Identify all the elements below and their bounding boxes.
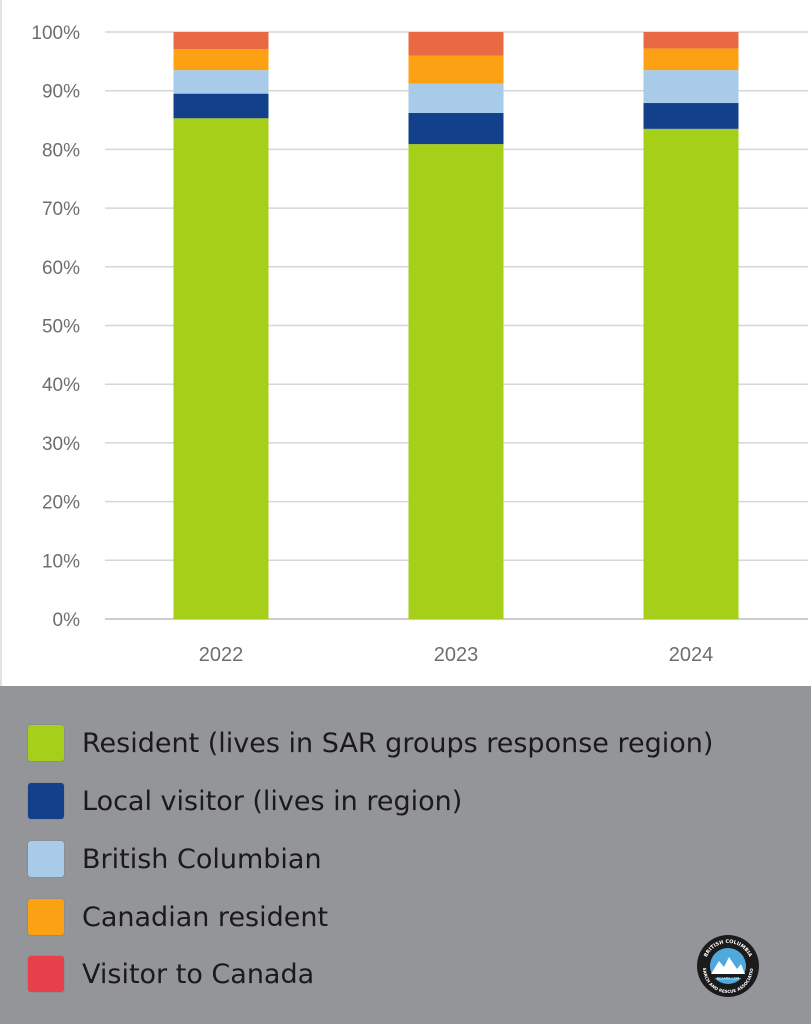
y-tick-label: 10% <box>42 551 80 572</box>
legend-panel: Resident (lives in SAR groups response r… <box>0 686 811 1024</box>
x-tick-label: 2024 <box>669 644 714 666</box>
bar-segment <box>408 55 504 84</box>
chart-area: 0% 10% 20% 30% 40% 50% 60% 70% 80% 90% 100% 2022 202… <box>0 0 808 686</box>
bar-segment <box>408 113 504 145</box>
bar-segment <box>173 70 269 94</box>
legend-label-canadian-resident: Canadian resident <box>82 901 329 933</box>
bar-segment <box>173 93 269 119</box>
mountain-icon <box>711 957 745 974</box>
legend-swatch-visitor-to-canada <box>28 956 64 992</box>
legend-label-visitor-to-canada: Visitor to Canada <box>82 958 315 990</box>
bar-segment <box>173 32 269 50</box>
bar-segment <box>173 49 269 71</box>
x-tick-label: 2023 <box>434 644 479 666</box>
legend-label-british-columbian: British Columbian <box>82 843 322 875</box>
bar-segment <box>408 144 504 619</box>
stacked-bar-chart: 0% 10% 20% 30% 40% 50% 60% 70% 80% 90% 100% 2022 202… <box>31 23 808 666</box>
y-tick-label: 30% <box>42 434 80 455</box>
y-tick-label: 70% <box>42 199 80 220</box>
y-tick-label: 20% <box>42 493 80 514</box>
legend-swatch-resident <box>28 725 64 761</box>
bar-segment <box>408 32 504 56</box>
y-tick-label: 40% <box>42 375 80 396</box>
bar-segment <box>643 48 739 71</box>
y-tick-label: 60% <box>42 258 80 279</box>
legend-label-resident: Resident (lives in SAR groups response r… <box>82 727 714 759</box>
bar-segment <box>643 128 739 620</box>
y-tick-label: 50% <box>42 317 80 338</box>
legend-swatch-local-visitor <box>28 783 64 819</box>
bar-segment <box>643 103 739 129</box>
bar-segment <box>643 70 739 104</box>
legend-item-local-visitor: Local visitor (lives in region) <box>28 781 462 821</box>
legend-item-canadian-resident: Canadian resident <box>28 897 328 937</box>
y-tick-label: 80% <box>42 140 80 161</box>
legend-label-local-visitor: Local visitor (lives in region) <box>82 785 463 817</box>
y-tick-label: 90% <box>42 82 80 103</box>
legend-swatch-canadian-resident <box>28 899 64 935</box>
bcsara-logo: BRITISH COLUMBIA BCSARA.COM SEARCH AND R… <box>696 934 759 997</box>
y-tick-label: 0% <box>53 610 81 631</box>
legend-item-visitor-to-canada: Visitor to Canada <box>28 954 314 994</box>
bar-segment <box>173 118 269 619</box>
bar-segment <box>643 32 739 49</box>
logo-url-text: BCSARA.COM <box>717 977 740 981</box>
legend-swatch-british-columbian <box>28 841 64 877</box>
bar-segment <box>408 83 504 114</box>
y-tick-label: 100% <box>31 23 80 44</box>
legend-item-british-columbian: British Columbian <box>28 839 322 879</box>
legend-item-resident: Resident (lives in SAR groups response r… <box>28 723 713 763</box>
x-tick-label: 2022 <box>199 644 244 666</box>
